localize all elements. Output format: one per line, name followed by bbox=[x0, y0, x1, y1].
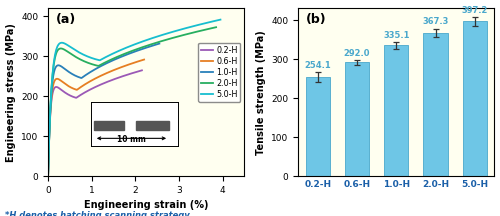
0.6-H bbox=[104, 72, 110, 74]
2.0-H bbox=[148, 43, 154, 46]
Text: (b): (b) bbox=[306, 13, 326, 27]
Line: 1.0-H: 1.0-H bbox=[48, 44, 160, 176]
Bar bbox=[384, 45, 408, 176]
5.0-H bbox=[148, 37, 154, 40]
1.0-H bbox=[112, 58, 117, 61]
0.6-H bbox=[132, 61, 138, 64]
1.0-H bbox=[146, 46, 152, 48]
Bar bbox=[345, 62, 369, 176]
Bar bbox=[424, 33, 448, 176]
5.0-H bbox=[150, 37, 156, 39]
1.0-H bbox=[45, 175, 51, 178]
Legend: 0.2-H, 0.6-H, 1.0-H, 2.0-H, 5.0-H: 0.2-H, 0.6-H, 1.0-H, 2.0-H, 5.0-H bbox=[198, 43, 240, 102]
2.0-H bbox=[45, 175, 51, 178]
2.0-H bbox=[46, 153, 52, 156]
Text: 397.2: 397.2 bbox=[462, 6, 488, 15]
Line: 0.2-H: 0.2-H bbox=[48, 70, 142, 176]
Y-axis label: Tensile strength (MPa): Tensile strength (MPa) bbox=[256, 30, 266, 155]
2.0-H bbox=[186, 32, 192, 35]
0.6-H bbox=[141, 58, 147, 61]
2.0-H bbox=[198, 30, 203, 32]
2.0-H bbox=[144, 44, 150, 47]
1.0-H bbox=[113, 58, 119, 60]
0.6-H bbox=[102, 73, 108, 75]
5.0-H bbox=[190, 25, 196, 27]
0.6-H bbox=[126, 63, 132, 66]
0.2-H bbox=[139, 69, 145, 72]
Bar bbox=[306, 77, 330, 176]
Text: *H denotes hatching scanning strategy.: *H denotes hatching scanning strategy. bbox=[5, 211, 192, 216]
Text: (a): (a) bbox=[56, 13, 76, 27]
0.2-H bbox=[45, 175, 51, 178]
5.0-H bbox=[147, 38, 153, 40]
Y-axis label: Engineering stress (MPa): Engineering stress (MPa) bbox=[6, 23, 16, 162]
Text: 367.3: 367.3 bbox=[422, 17, 448, 26]
Line: 5.0-H: 5.0-H bbox=[48, 20, 220, 176]
0.2-H bbox=[102, 81, 108, 84]
Bar bbox=[462, 21, 487, 176]
2.0-H bbox=[145, 44, 151, 47]
1.0-H bbox=[139, 48, 145, 50]
0.2-H bbox=[100, 82, 106, 85]
0.2-H bbox=[46, 162, 52, 164]
X-axis label: Engineering strain (%): Engineering strain (%) bbox=[84, 200, 208, 210]
Line: 2.0-H: 2.0-H bbox=[48, 27, 216, 176]
1.0-H bbox=[156, 42, 162, 45]
1.0-H bbox=[46, 160, 52, 162]
5.0-H bbox=[202, 22, 207, 25]
0.2-H bbox=[101, 82, 107, 84]
Text: 292.0: 292.0 bbox=[344, 49, 370, 58]
5.0-H bbox=[45, 175, 51, 178]
0.6-H bbox=[45, 175, 51, 178]
Text: 335.1: 335.1 bbox=[383, 31, 409, 40]
Text: 254.1: 254.1 bbox=[304, 61, 331, 70]
0.6-H bbox=[46, 162, 52, 164]
0.2-H bbox=[124, 73, 130, 76]
0.6-H bbox=[102, 72, 108, 75]
5.0-H bbox=[218, 18, 224, 21]
5.0-H bbox=[46, 154, 52, 156]
1.0-H bbox=[111, 59, 117, 61]
2.0-H bbox=[213, 26, 219, 29]
0.2-H bbox=[130, 72, 136, 74]
Line: 0.6-H: 0.6-H bbox=[48, 60, 144, 176]
